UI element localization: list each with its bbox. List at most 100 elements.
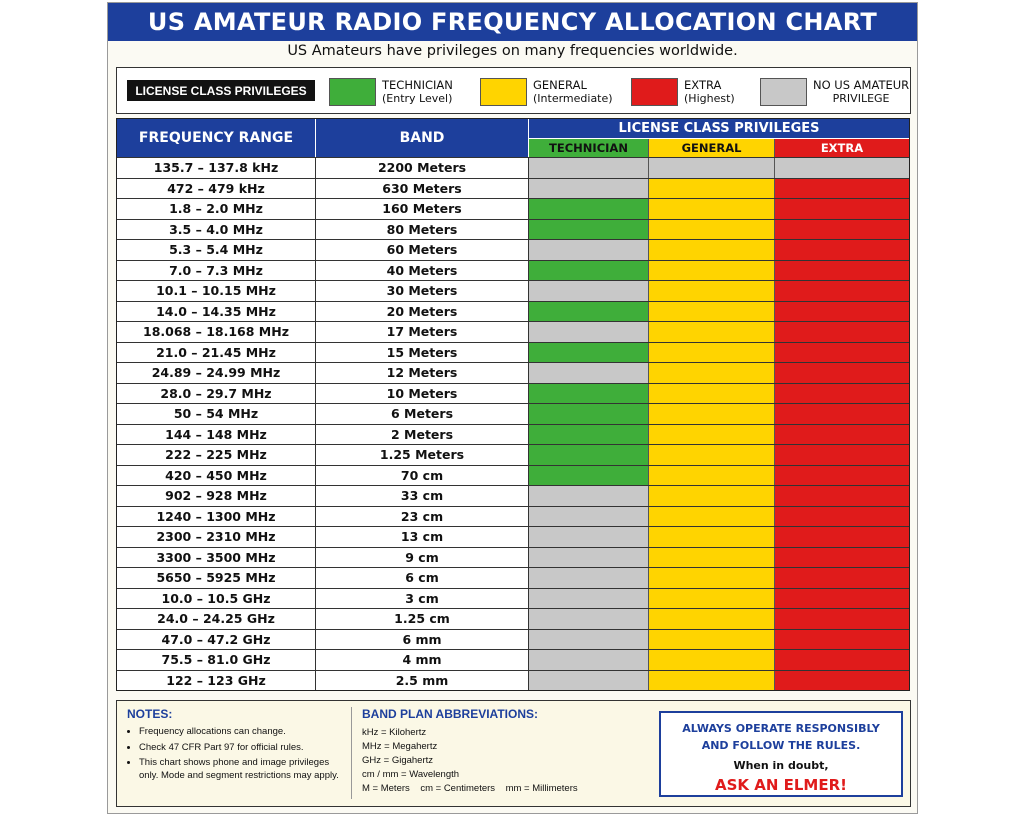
technician-privilege-cell xyxy=(529,383,649,403)
band-cell: 80 Meters xyxy=(316,219,529,239)
extra-privilege-cell xyxy=(775,424,909,444)
chart-poster: US AMATEUR RADIO FREQUENCY ALLOCATION CH… xyxy=(107,2,918,814)
frequency-cell: 1240 – 1300 MHz xyxy=(117,506,316,526)
table-row: 5.3 – 5.4 MHz 60 Meters xyxy=(117,239,909,260)
frequency-cell: 5.3 – 5.4 MHz xyxy=(117,240,316,260)
abbreviations-section: BAND PLAN ABBREVIATIONS: kHz = Kilohertz… xyxy=(351,707,632,799)
technician-privilege-cell xyxy=(529,260,649,280)
extra-privilege-cell xyxy=(775,240,909,260)
table-row: 2300 – 2310 MHz 13 cm xyxy=(117,526,909,547)
general-privilege-cell xyxy=(649,199,775,219)
technician-privilege-cell xyxy=(529,588,649,608)
band-cell: 17 Meters xyxy=(316,322,529,342)
legend-label-extra: EXTRA (Highest) xyxy=(684,78,735,106)
abbreviations-title: BAND PLAN ABBREVIATIONS: xyxy=(362,707,538,721)
technician-privilege-cell xyxy=(529,568,649,588)
extra-privilege-cell xyxy=(775,199,909,219)
general-privilege-cell xyxy=(649,383,775,403)
legend-swatch-technician xyxy=(329,78,376,106)
table-row: 222 – 225 MHz 1.25 Meters xyxy=(117,444,909,465)
abbreviation-item: cm / mm = Wavelength xyxy=(362,769,460,780)
extra-privilege-cell xyxy=(775,219,909,239)
legend-label-none: NO US AMATEUR PRIVILEGE xyxy=(813,78,909,106)
abbreviation-item: MHz = Megahertz xyxy=(362,741,438,752)
general-privilege-cell xyxy=(649,568,775,588)
extra-privilege-cell xyxy=(775,260,909,280)
extra-privilege-cell xyxy=(775,363,909,383)
technician-privilege-cell xyxy=(529,629,649,649)
band-cell: 40 Meters xyxy=(316,260,529,280)
table-row: 28.0 – 29.7 MHz 10 Meters xyxy=(117,382,909,403)
note-item: This chart shows phone and image privile… xyxy=(139,757,347,782)
band-cell: 70 cm xyxy=(316,465,529,485)
extra-privilege-cell xyxy=(775,609,909,629)
general-privilege-cell xyxy=(649,506,775,526)
general-privilege-cell xyxy=(649,404,775,424)
band-cell: 1.25 Meters xyxy=(316,445,529,465)
table-row: 10.0 – 10.5 GHz 3 cm xyxy=(117,587,909,608)
page-title: US AMATEUR RADIO FREQUENCY ALLOCATION CH… xyxy=(108,3,917,41)
frequency-cell: 75.5 – 81.0 GHz xyxy=(117,650,316,670)
legend-swatch-none xyxy=(760,78,807,106)
legend: LICENSE CLASS PRIVILEGES TECHNICIAN (Ent… xyxy=(116,67,911,114)
band-cell: 1.25 cm xyxy=(316,609,529,629)
legend-extra-line1: EXTRA xyxy=(684,78,722,92)
extra-privilege-cell xyxy=(775,281,909,301)
band-cell: 23 cm xyxy=(316,506,529,526)
band-cell: 630 Meters xyxy=(316,178,529,198)
technician-privilege-cell xyxy=(529,609,649,629)
technician-privilege-cell xyxy=(529,158,649,178)
general-privilege-cell xyxy=(649,527,775,547)
table-row: 3.5 – 4.0 MHz 80 Meters xyxy=(117,218,909,239)
band-cell: 2 Meters xyxy=(316,424,529,444)
band-cell: 160 Meters xyxy=(316,199,529,219)
band-cell: 2.5 mm xyxy=(316,670,529,690)
extra-privilege-cell xyxy=(775,301,909,321)
general-privilege-cell xyxy=(649,486,775,506)
table-row: 472 – 479 kHz 630 Meters xyxy=(117,177,909,198)
band-cell: 3 cm xyxy=(316,588,529,608)
frequency-cell: 420 – 450 MHz xyxy=(117,465,316,485)
band-cell: 13 cm xyxy=(316,527,529,547)
general-privilege-cell xyxy=(649,178,775,198)
general-privilege-cell xyxy=(649,260,775,280)
frequency-cell: 222 – 225 MHz xyxy=(117,445,316,465)
table-body: 135.7 – 137.8 kHz 2200 Meters 472 – 479 kH… xyxy=(117,157,909,690)
legend-swatch-general xyxy=(480,78,527,106)
table-row: 75.5 – 81.0 GHz 4 mm xyxy=(117,649,909,670)
advice-line2: AND FOLLOW THE RULES. xyxy=(701,739,861,752)
extra-privilege-cell xyxy=(775,547,909,567)
general-privilege-cell xyxy=(649,219,775,239)
extra-privilege-cell xyxy=(775,178,909,198)
band-cell: 2200 Meters xyxy=(316,158,529,178)
band-cell: 10 Meters xyxy=(316,383,529,403)
general-privilege-cell xyxy=(649,342,775,362)
frequency-cell: 902 – 928 MHz xyxy=(117,486,316,506)
general-privilege-cell xyxy=(649,670,775,690)
table-row: 21.0 – 21.45 MHz 15 Meters xyxy=(117,341,909,362)
frequency-cell: 18.068 – 18.168 MHz xyxy=(117,322,316,342)
allocation-table: FREQUENCY RANGE BAND LICENSE CLASS PRIVI… xyxy=(116,118,910,691)
general-privilege-cell xyxy=(649,301,775,321)
table-row: 5650 – 5925 MHz 6 cm xyxy=(117,567,909,588)
general-privilege-cell xyxy=(649,363,775,383)
general-privilege-cell xyxy=(649,588,775,608)
extra-privilege-cell xyxy=(775,506,909,526)
extra-privilege-cell xyxy=(775,486,909,506)
general-privilege-cell xyxy=(649,609,775,629)
band-cell: 4 mm xyxy=(316,650,529,670)
extra-privilege-cell xyxy=(775,383,909,403)
legend-technician-line2: (Entry Level) xyxy=(382,92,453,105)
general-privilege-cell xyxy=(649,650,775,670)
table-row: 1240 – 1300 MHz 23 cm xyxy=(117,505,909,526)
frequency-cell: 7.0 – 7.3 MHz xyxy=(117,260,316,280)
technician-privilege-cell xyxy=(529,342,649,362)
technician-privilege-cell xyxy=(529,281,649,301)
footer-panel: NOTES: Frequency allocations can change.… xyxy=(116,700,911,807)
frequency-cell: 14.0 – 14.35 MHz xyxy=(117,301,316,321)
frequency-cell: 24.0 – 24.25 GHz xyxy=(117,609,316,629)
extra-privilege-cell xyxy=(775,629,909,649)
band-cell: 6 mm xyxy=(316,629,529,649)
table-row: 24.0 – 24.25 GHz 1.25 cm xyxy=(117,608,909,629)
technician-privilege-cell xyxy=(529,506,649,526)
